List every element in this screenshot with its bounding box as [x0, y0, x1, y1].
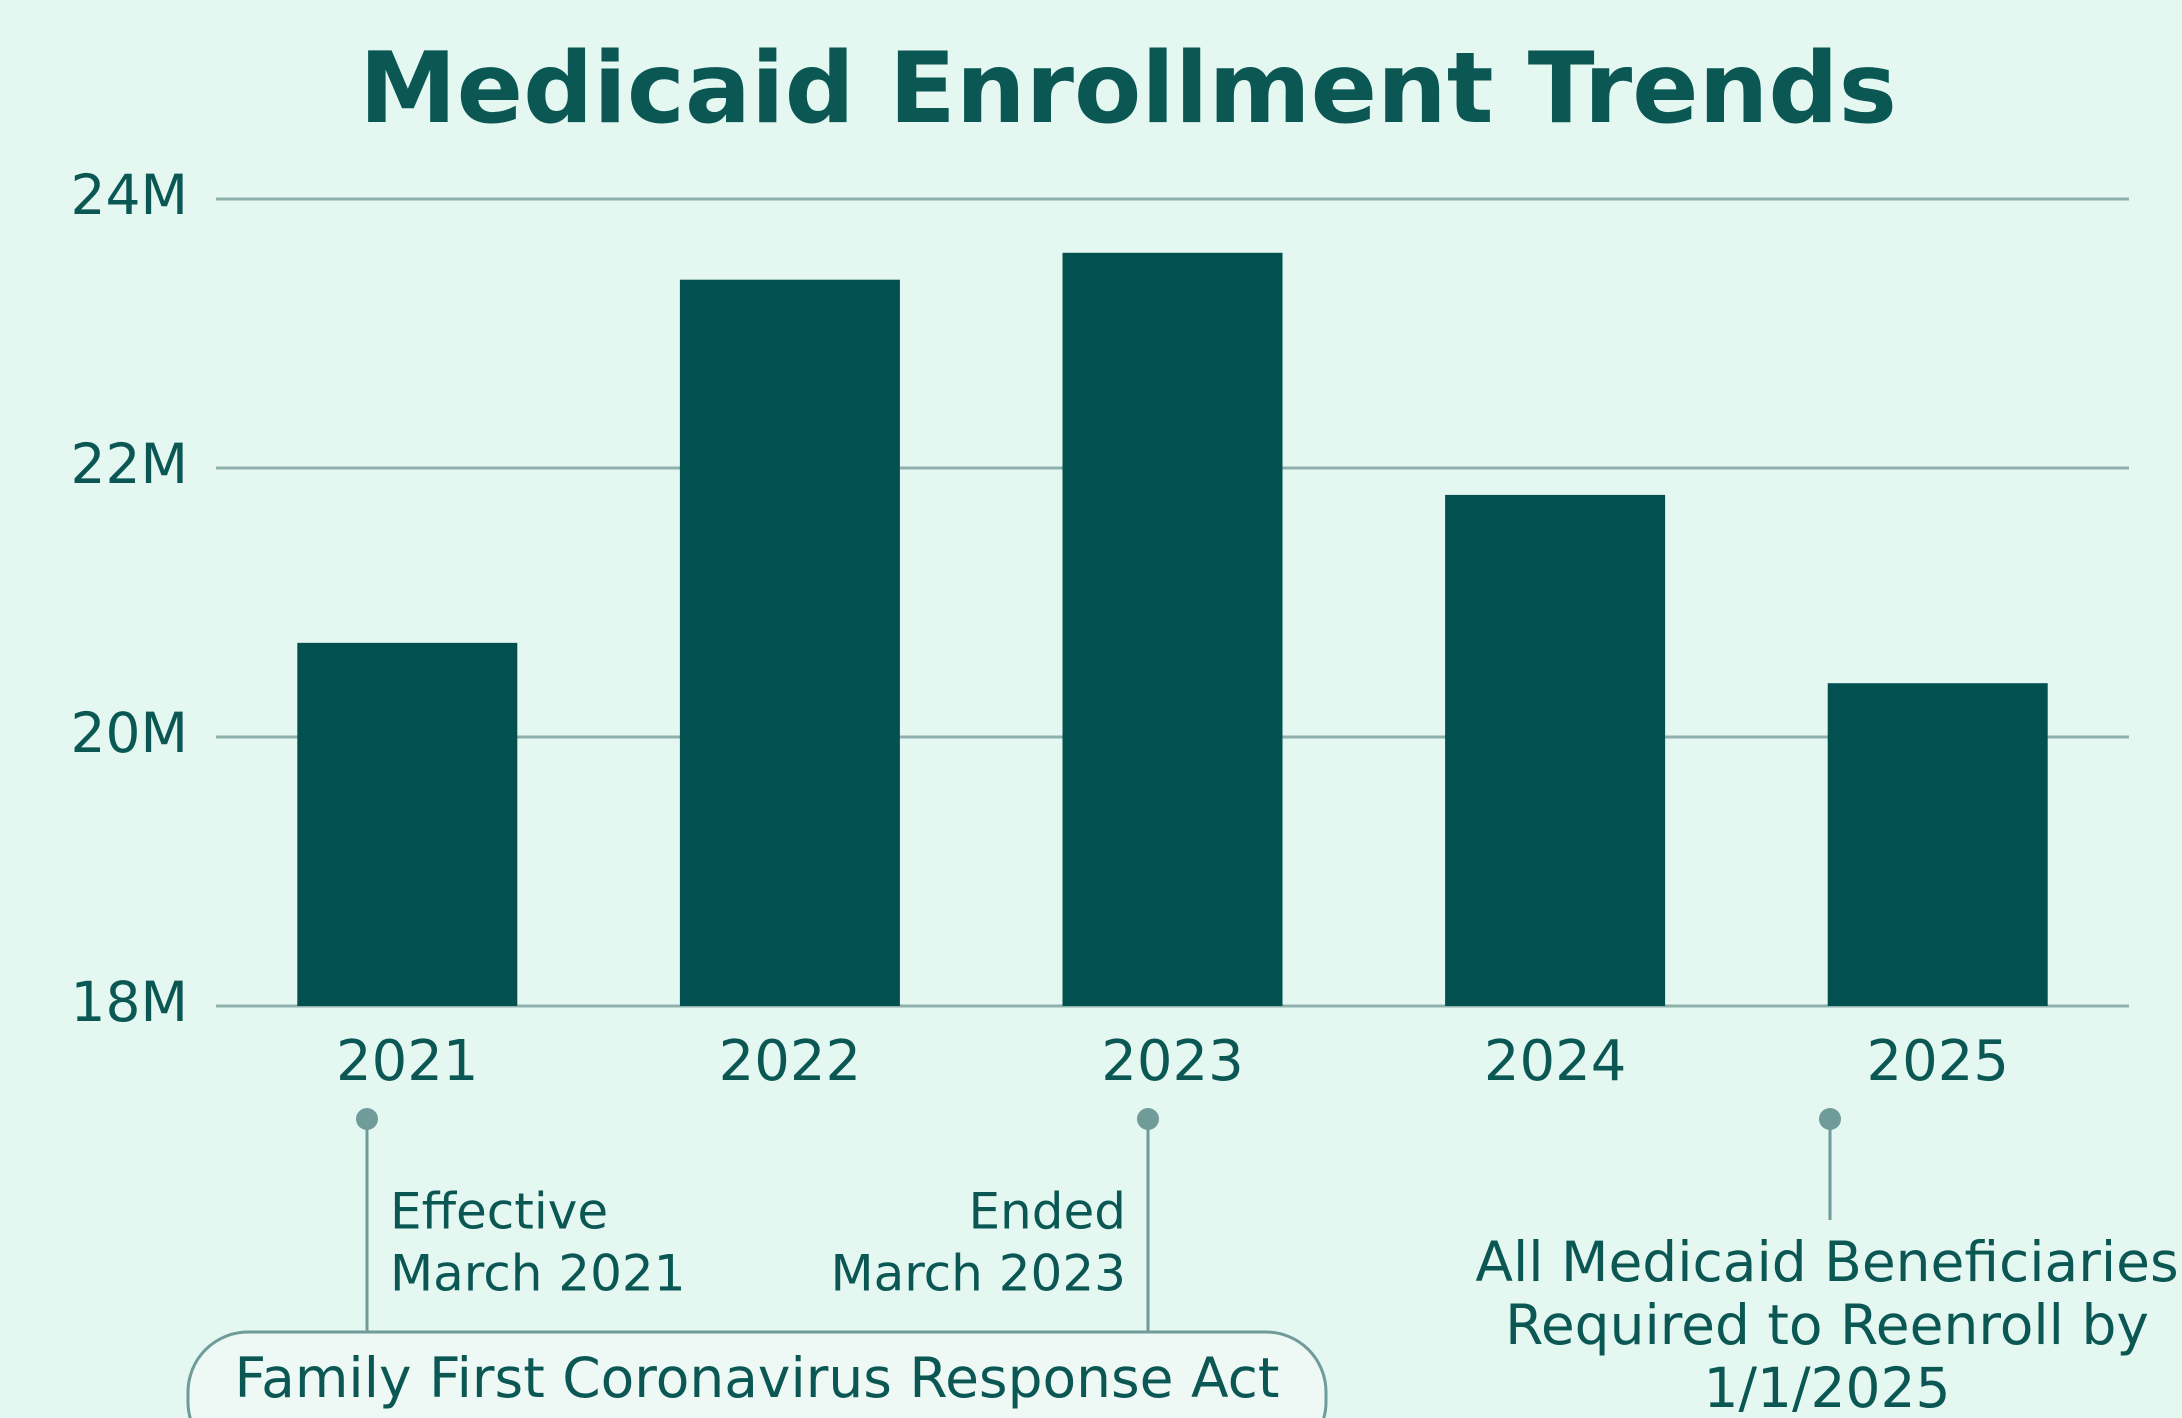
annotation-text: All Medicaid Beneficiaries: [1475, 1230, 2178, 1294]
annotation-dot: [1819, 1108, 1841, 1130]
bar: [1827, 683, 2048, 1006]
annotations: [186, 1119, 1832, 1418]
annotation-text: March 2021: [390, 1245, 686, 1303]
annotation-text: 1/1/2025: [1703, 1356, 1950, 1418]
y-tick-label: 18M: [71, 970, 188, 1034]
x-tick-label: 2021: [336, 1029, 479, 1094]
annotation-box: [186, 1330, 1328, 1418]
x-tick-label: 2025: [1866, 1029, 2009, 1094]
x-tick-label: 2023: [1101, 1029, 1244, 1094]
annotation-dot: [1137, 1108, 1159, 1130]
annotation-text: Required to Reenroll by: [1505, 1293, 2149, 1357]
y-tick-label: 24M: [71, 163, 188, 227]
bar: [1062, 252, 1283, 1007]
annotation-text: Effective: [390, 1183, 608, 1241]
x-tick-label: 2024: [1484, 1029, 1627, 1094]
bar: [679, 279, 900, 1006]
annotation-text: March 2023: [830, 1245, 1126, 1303]
y-tick-label: 22M: [71, 432, 188, 496]
annotation-text: Ended: [968, 1183, 1126, 1241]
x-tick-label: 2022: [719, 1029, 862, 1094]
annotation-dot: [356, 1108, 378, 1130]
y-tick-label: 20M: [71, 701, 188, 765]
bar: [1445, 494, 1666, 1006]
bar: [297, 642, 518, 1006]
annotation-text: Family First Coronavirus Response Act: [235, 1346, 1280, 1410]
chart-title: Medicaid Enrollment Trends: [359, 32, 1897, 146]
